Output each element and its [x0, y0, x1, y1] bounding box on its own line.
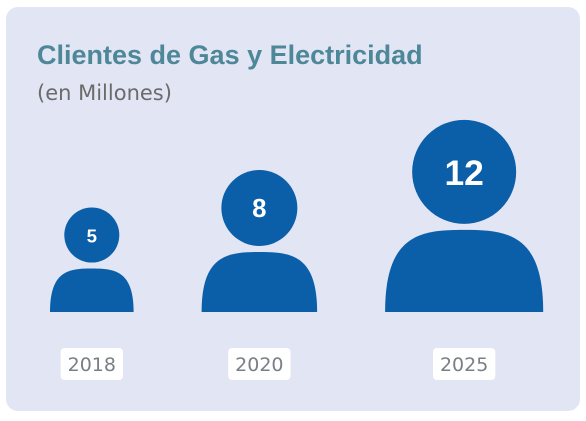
person-body	[385, 229, 544, 312]
year-label-box	[432, 348, 496, 380]
person-body	[201, 251, 318, 312]
person-head	[221, 169, 298, 246]
value-label: 12	[444, 153, 483, 193]
chart-title: Clientes de Gas y Electricidad	[37, 40, 423, 70]
value-label: 5	[87, 226, 97, 247]
x-tick-label: 2025	[440, 354, 488, 376]
person-body	[50, 268, 134, 312]
x-tick-label: 2020	[235, 354, 283, 376]
year-label-box	[228, 348, 291, 380]
person-head	[64, 207, 120, 263]
value-label: 8	[252, 195, 266, 223]
chart-subtitle: (en Millones)	[37, 81, 172, 105]
x-tick-label: 2018	[68, 354, 116, 376]
year-label-box	[60, 348, 123, 380]
person-head	[412, 119, 517, 224]
